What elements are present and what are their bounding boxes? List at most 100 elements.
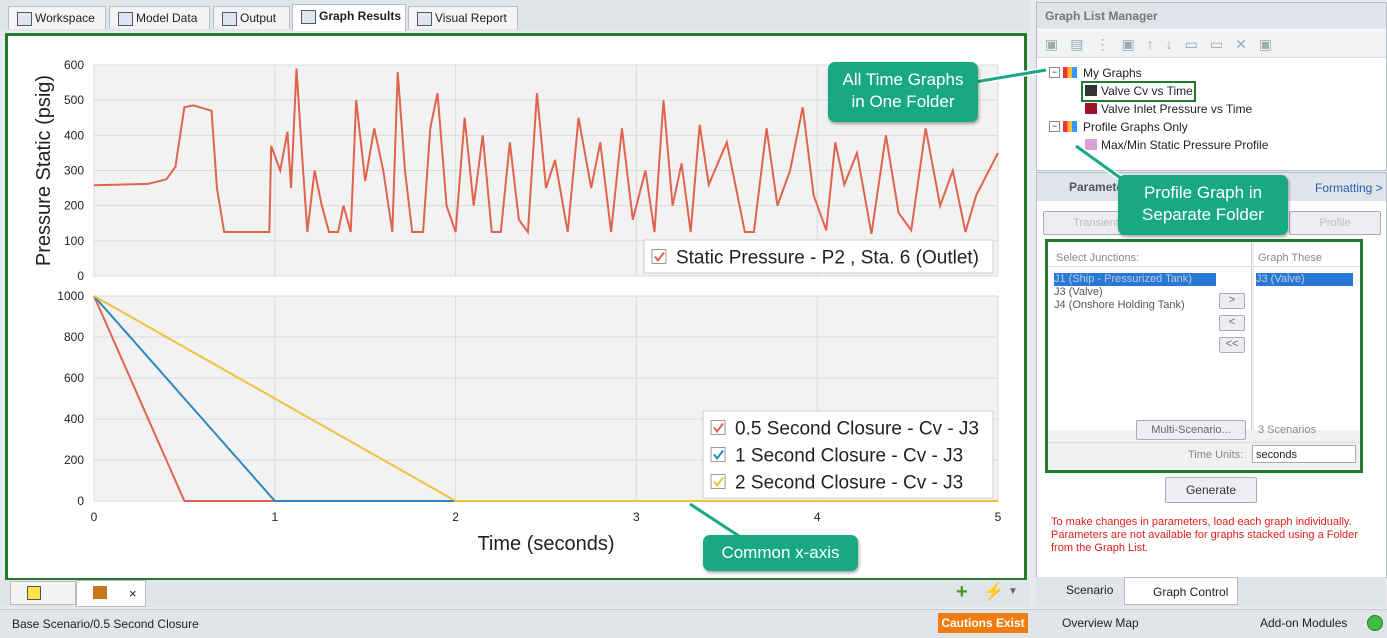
legend-label: 1 Second Closure - Cv - J3 [735, 446, 963, 467]
callout-line: All Time Graphs [842, 70, 964, 89]
add-icon[interactable]: + [956, 581, 968, 603]
toolbar: ▣▤⋮▣↑↓▭▭✕▣ [1037, 30, 1386, 58]
document-tabs: × + ⚡ ▼ [0, 580, 1030, 607]
tab-label: Graph Results [319, 9, 402, 23]
panel-tab[interactable]: Scenario [1066, 583, 1114, 597]
lightning-icon[interactable]: ⚡ [983, 582, 1005, 601]
legend-check [713, 476, 724, 488]
tab-label: Visual Report [435, 11, 507, 25]
move-button[interactable]: > [1219, 293, 1245, 309]
tab-label: Output [240, 11, 277, 25]
parameters-panel: Parameters Formatting > Transient Profil… [1036, 172, 1387, 578]
doc-tab[interactable]: × [76, 580, 146, 607]
tree-folder[interactable]: My Graphs [1083, 66, 1142, 80]
callout: All Time Graphs in One Folder [828, 62, 978, 122]
x-tick-label: 5 [995, 510, 1002, 524]
y-tick-label: 300 [64, 164, 84, 178]
legend-label: Static Pressure - P2 , Sta. 6 (Outlet) [676, 248, 979, 269]
y-axis-title: Pressure Static (psig) [33, 75, 55, 266]
y-tick-label: 600 [64, 58, 84, 72]
y-tick-label: 1000 [57, 289, 84, 303]
x-tick-label: 3 [633, 510, 640, 524]
tab[interactable]: Graph Results [292, 4, 406, 31]
time-units-select[interactable]: seconds [1252, 445, 1356, 463]
tab[interactable]: Visual Report [408, 6, 518, 29]
graphed-item[interactable]: J3 (Valve) [1256, 273, 1353, 286]
formatting-link[interactable]: Formatting > [1315, 181, 1383, 195]
callout-line: in One Folder [851, 92, 955, 111]
tab[interactable]: Model Data [109, 6, 210, 29]
junction-box: Select Junctions: Graph These J1 (Ship -… [1045, 239, 1363, 473]
y-tick-label: 400 [64, 412, 84, 426]
y-tick-label: 600 [64, 371, 84, 385]
note: To make changes in parameters, load each… [1051, 516, 1358, 555]
x-tick-label: 4 [814, 510, 821, 524]
doc-tab[interactable] [10, 581, 76, 605]
tab-bar: Workspace Model Data Output Graph Result… [0, 0, 1030, 31]
time-units-label: Time Units: [1188, 449, 1244, 461]
callout-line: Profile Graph in [1143, 183, 1263, 202]
note-line: Parameters are not available for graphs … [1051, 529, 1358, 541]
tab-label: Model Data [136, 11, 198, 25]
callout: Profile Graph in Separate Folder [1118, 175, 1288, 235]
legend: Static Pressure - P2 , Sta. 6 (Outlet) [643, 239, 994, 274]
legend-label: 2 Second Closure - Cv - J3 [735, 473, 963, 494]
junction-item[interactable]: J3 (Valve) [1054, 286, 1103, 298]
panel-tabs: Scenario Graph Control [1036, 577, 1385, 607]
tree-item[interactable]: Max/Min Static Pressure Profile [1101, 138, 1269, 152]
note-line: from the Graph List. [1051, 542, 1149, 554]
y-tick-label: 400 [64, 128, 84, 142]
legend-box [702, 410, 994, 499]
tab[interactable]: Output [213, 6, 290, 29]
junction-item[interactable]: J4 (Onshore Holding Tank) [1054, 299, 1185, 311]
multi-scenario-button[interactable]: Multi-Scenario... [1136, 420, 1246, 440]
panel-title: Graph List Manager [1037, 3, 1386, 29]
y-tick-label: 500 [64, 93, 84, 107]
series-line [93, 68, 999, 235]
callout: Common x-axis [703, 535, 858, 571]
y-tick-label: 100 [64, 234, 84, 248]
tab-label: Workspace [35, 11, 95, 25]
y-tick-label: 0 [77, 494, 84, 508]
move-button[interactable]: << [1219, 337, 1245, 353]
move-button[interactable]: < [1219, 315, 1245, 331]
junction-item[interactable]: J1 (Ship - Pressurized Tank) [1054, 273, 1216, 286]
y-tick-label: 200 [64, 453, 84, 467]
y-tick-label: 0 [77, 269, 84, 283]
callout-line: Separate Folder [1142, 205, 1264, 224]
generate-button[interactable]: Generate [1165, 477, 1257, 503]
select-label: Select Junctions: [1056, 252, 1140, 264]
y-tick-label: 800 [64, 330, 84, 344]
cautions-button[interactable]: Cautions Exist [938, 613, 1028, 633]
x-axis-title: Time (seconds) [477, 533, 614, 555]
sub-tab-label: Profile [1319, 217, 1351, 229]
legend: 0.5 Second Closure - Cv - J3 1 Second Clo… [702, 410, 994, 499]
sub-tab[interactable]: Profile [1289, 211, 1381, 235]
series-line [93, 295, 998, 502]
status-bar: Base Scenario/0.5 Second Closure Caution… [0, 609, 1387, 638]
sub-tab-label: Transient [1073, 217, 1119, 229]
tree-folder[interactable]: Profile Graphs Only [1083, 120, 1188, 134]
panel-tab[interactable]: Graph Control [1124, 577, 1238, 605]
status-scenario: Base Scenario/0.5 Second Closure [12, 617, 199, 631]
legend-check [713, 449, 724, 461]
callout-line: Common x-axis [721, 543, 840, 562]
scenario-count: 3 Scenarios [1258, 424, 1317, 436]
legend-check [713, 422, 724, 434]
x-tick-label: 1 [271, 510, 278, 524]
tab[interactable]: Workspace [8, 6, 106, 29]
tree-item[interactable]: Valve Cv vs Time [1101, 84, 1193, 98]
x-tick-label: 2 [452, 510, 459, 524]
overview-map[interactable]: Overview Map [1062, 616, 1139, 630]
tree-item[interactable]: Valve Inlet Pressure vs Time [1101, 102, 1253, 116]
x-tick-label: 0 [91, 510, 98, 524]
legend-check [654, 251, 665, 263]
y-tick-label: 200 [64, 199, 84, 213]
graph-list-manager: Graph List Manager ▣▤⋮▣↑↓▭▭✕▣ − My Graph… [1036, 2, 1387, 171]
legend-box [643, 239, 994, 274]
addon-modules[interactable]: Add-on Modules [1260, 616, 1348, 630]
note-line: To make changes in parameters, load each… [1051, 516, 1352, 528]
graph-label: Graph These [1258, 252, 1323, 264]
